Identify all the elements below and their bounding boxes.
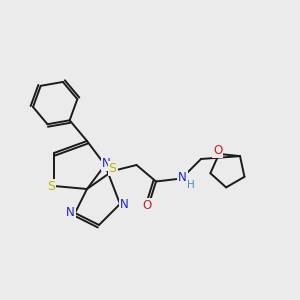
Text: N: N	[178, 171, 187, 184]
Text: H: H	[187, 179, 195, 190]
Text: S: S	[109, 161, 116, 175]
Text: N: N	[120, 197, 129, 211]
Text: O: O	[142, 199, 152, 212]
Text: S: S	[47, 179, 55, 193]
Text: N: N	[66, 206, 75, 220]
Text: N: N	[102, 157, 111, 170]
Text: O: O	[213, 144, 222, 158]
